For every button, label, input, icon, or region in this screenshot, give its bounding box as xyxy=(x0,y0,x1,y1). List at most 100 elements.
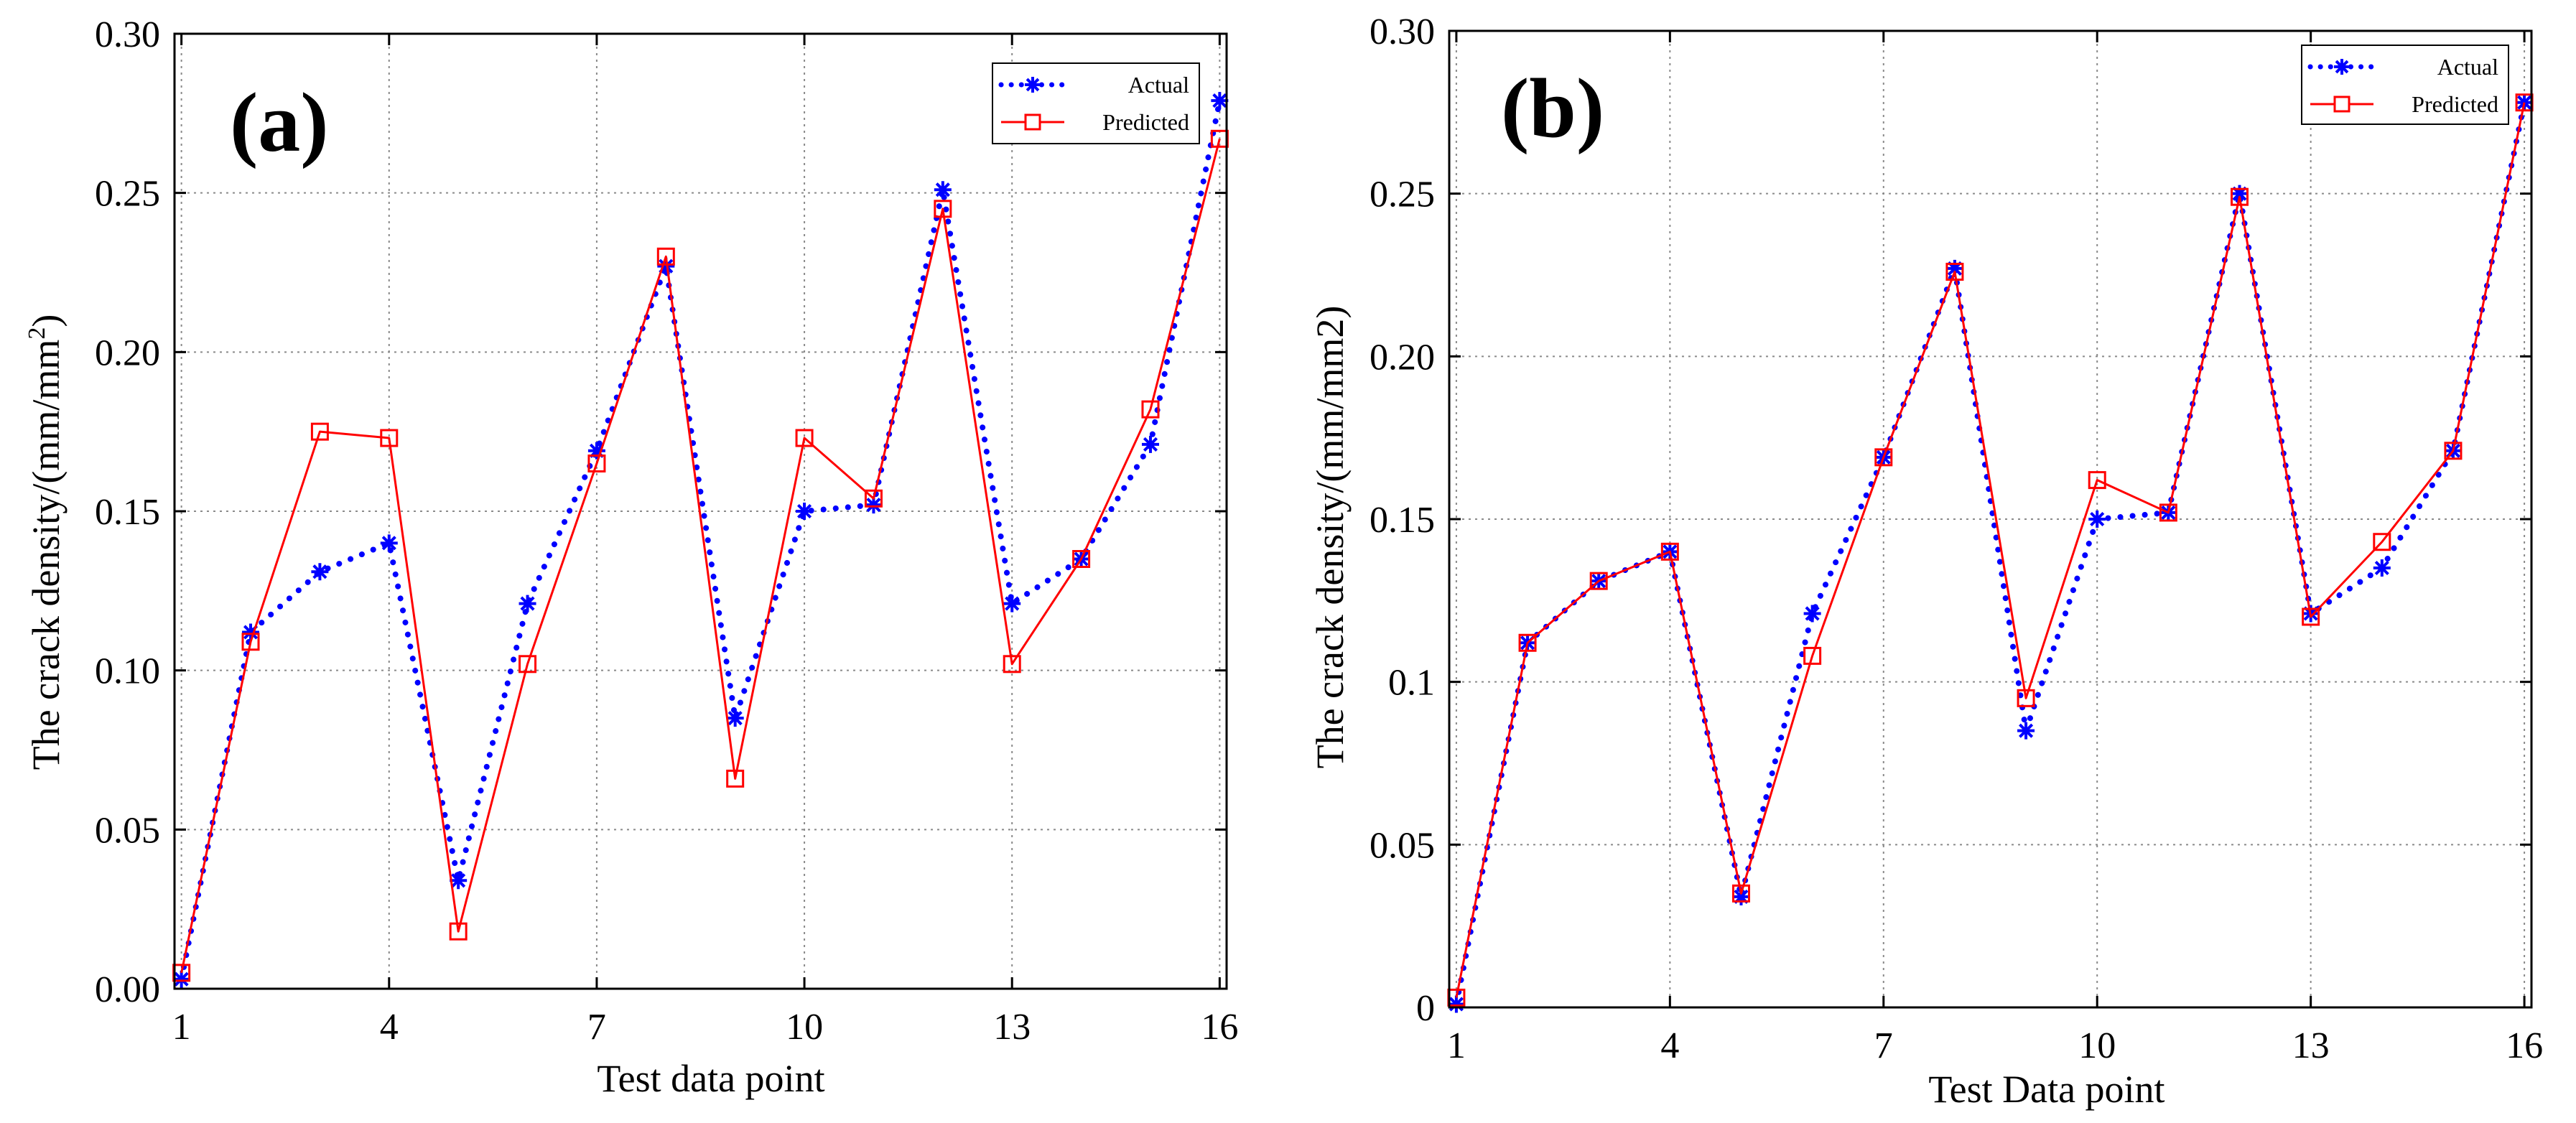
legend-marker-actual-a xyxy=(1025,77,1041,93)
x-tick-label-b-2: 7 xyxy=(1874,1025,1893,1066)
y-axis-title-a: The crack density/(mm/mm2) xyxy=(24,314,68,770)
point-actual-b-5 xyxy=(1732,887,1750,905)
legend-marker-predicted-a xyxy=(1024,113,1041,131)
point-actual-a-6 xyxy=(519,595,536,612)
point-predicted-a-6 xyxy=(519,655,537,674)
point-actual-a-16 xyxy=(1211,92,1229,110)
point-actual-a-7 xyxy=(587,442,605,460)
legend-label-actual-a: Actual xyxy=(1128,72,1189,98)
point-actual-b-16 xyxy=(2516,93,2534,111)
series-line-actual-b xyxy=(1453,99,2528,1007)
y-tick-label-a-3: 0.15 xyxy=(95,492,160,533)
point-actual-b-10 xyxy=(2088,511,2106,528)
y-tick-label-b-0: 0 xyxy=(1416,988,1435,1029)
series-line-predicted-a xyxy=(180,138,1221,974)
point-predicted-b-8 xyxy=(1945,262,1964,281)
legend-marker-actual-b xyxy=(2334,59,2350,75)
point-predicted-b-6 xyxy=(1803,646,1822,665)
y-tick-label-b-1: 0.05 xyxy=(1370,825,1435,866)
point-actual-b-12 xyxy=(2231,185,2249,202)
series-predicted-b xyxy=(1447,93,2534,1007)
point-actual-a-11 xyxy=(865,496,883,514)
legend-b: Actual Predicted xyxy=(2301,45,2509,125)
x-tick-label-a-4: 13 xyxy=(993,1007,1031,1048)
point-actual-a-10 xyxy=(796,503,814,520)
point-predicted-b-12 xyxy=(2231,187,2249,206)
x-tick-label-b-3: 10 xyxy=(2078,1025,2116,1066)
point-predicted-b-9 xyxy=(2017,689,2035,707)
point-predicted-b-15 xyxy=(2444,442,2463,460)
chart-panel-a: (a) Test data point The crack density/(m… xyxy=(24,14,1238,1100)
y-tick-label-a-4: 0.20 xyxy=(95,332,160,373)
y-tick-label-a-0: 0.00 xyxy=(95,969,160,1010)
legend-label-predicted-b: Predicted xyxy=(2412,91,2498,117)
point-actual-b-14 xyxy=(2373,559,2391,577)
point-actual-b-8 xyxy=(1945,259,1963,277)
point-predicted-b-4 xyxy=(1660,542,1679,561)
point-predicted-a-5 xyxy=(449,922,468,941)
x-axis-title-b: Test Data point xyxy=(1928,1068,2165,1111)
x-tick-label-a-3: 10 xyxy=(786,1007,823,1048)
point-predicted-a-13 xyxy=(1003,655,1021,674)
gridlines-b xyxy=(1449,30,2531,1008)
point-predicted-b-13 xyxy=(2302,607,2320,626)
ticks-b: 1 4 7 10 13 16 0 0.05 0.1 0.15 0.20 0.25 0.30 xyxy=(1370,11,2543,1066)
y-axis-title-a-main: The crack density/(mm/mm xyxy=(24,340,68,770)
y-tick-label-b-3: 0.15 xyxy=(1370,500,1435,541)
legend-a: Actual Predicted xyxy=(992,62,1200,144)
point-predicted-a-10 xyxy=(795,429,814,447)
point-predicted-b-10 xyxy=(2088,471,2106,490)
point-actual-a-15 xyxy=(1141,435,1159,453)
point-predicted-a-4 xyxy=(380,429,399,447)
point-actual-a-9 xyxy=(726,709,744,727)
point-predicted-b-5 xyxy=(1731,884,1750,903)
point-predicted-a-12 xyxy=(934,200,952,218)
y-tick-label-a-2: 0.10 xyxy=(95,651,160,692)
chart-panel-b: (b) Test Data point The crack density/(m… xyxy=(1308,11,2543,1111)
y-tick-label-a-1: 0.05 xyxy=(95,810,160,851)
series-line-actual-a xyxy=(178,98,1223,982)
panel-label-a: (a) xyxy=(230,75,329,169)
point-predicted-a-9 xyxy=(726,769,745,788)
y-axis-title-a-superscript: 2 xyxy=(24,327,50,340)
legend-marker-predicted-b xyxy=(2333,95,2351,113)
point-predicted-a-8 xyxy=(656,247,675,266)
point-actual-b-1 xyxy=(1447,995,1465,1013)
y-tick-label-b-4: 0.20 xyxy=(1370,337,1435,378)
point-actual-a-3 xyxy=(311,563,329,581)
point-predicted-b-11 xyxy=(2159,503,2177,522)
point-predicted-a-14 xyxy=(1072,550,1091,568)
y-tick-label-b-6: 0.30 xyxy=(1370,11,1435,52)
legend-label-predicted-a: Predicted xyxy=(1102,109,1189,135)
point-predicted-a-2 xyxy=(241,633,260,651)
point-actual-b-9 xyxy=(2017,722,2035,740)
legend-label-actual-b: Actual xyxy=(2437,54,2498,80)
x-tick-label-b-1: 4 xyxy=(1660,1025,1679,1066)
x-tick-label-a-5: 16 xyxy=(1201,1007,1238,1048)
axes-frame-a xyxy=(173,32,1228,990)
point-actual-a-4 xyxy=(380,534,398,552)
point-actual-a-8 xyxy=(657,257,675,275)
x-tick-label-b-4: 13 xyxy=(2292,1025,2330,1066)
point-predicted-b-3 xyxy=(1589,572,1608,590)
y-tick-label-a-6: 0.30 xyxy=(95,14,160,55)
point-predicted-b-2 xyxy=(1518,633,1537,652)
point-predicted-b-7 xyxy=(1874,448,1893,467)
y-axis-title-a-close: ) xyxy=(24,314,68,327)
point-actual-a-13 xyxy=(1003,595,1021,612)
series-predicted-a xyxy=(172,129,1229,982)
point-actual-a-2 xyxy=(242,623,260,641)
x-tick-label-b-0: 1 xyxy=(1447,1025,1466,1066)
y-tick-label-a-5: 0.25 xyxy=(95,174,160,215)
series-actual-a xyxy=(172,92,1229,988)
x-tick-label-a-2: 7 xyxy=(587,1007,606,1048)
point-predicted-a-3 xyxy=(310,422,329,441)
panel-label-b: (b) xyxy=(1501,61,1604,155)
axes-frame-b xyxy=(1448,29,2533,1009)
x-tick-label-b-5: 16 xyxy=(2506,1025,2543,1066)
point-actual-a-5 xyxy=(450,872,468,890)
point-predicted-b-14 xyxy=(2373,533,2391,551)
point-predicted-a-15 xyxy=(1141,400,1160,419)
point-actual-a-12 xyxy=(934,181,952,199)
